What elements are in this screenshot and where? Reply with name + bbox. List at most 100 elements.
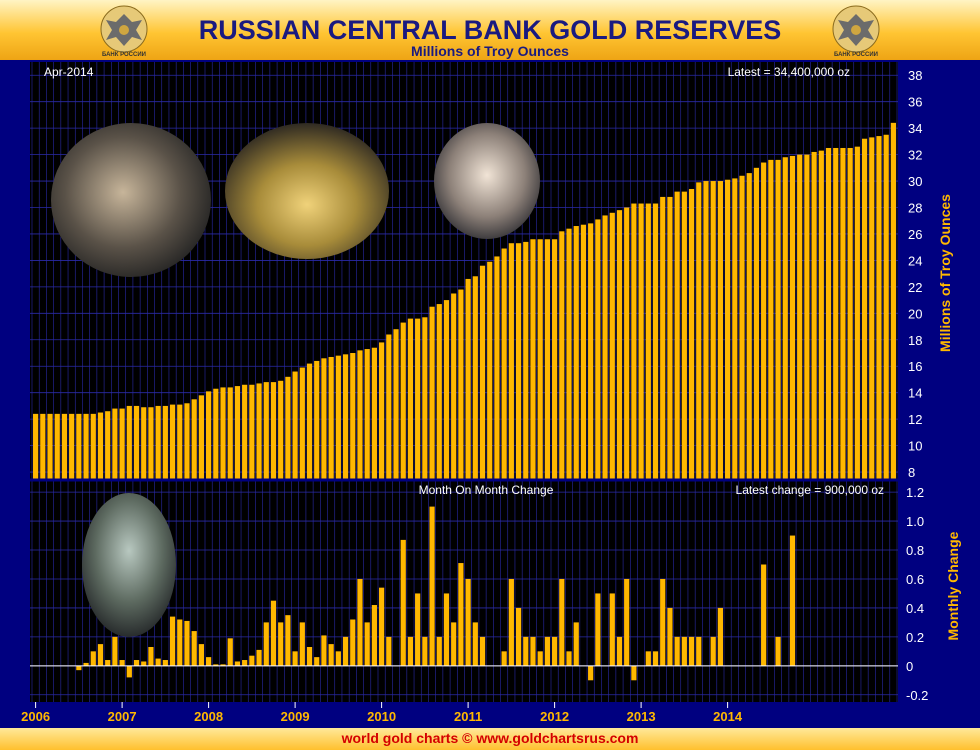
change-bar — [458, 563, 464, 666]
reserves-y-tick-label: 34 — [908, 121, 922, 136]
change-bar — [544, 636, 550, 666]
reserves-bar — [660, 196, 666, 480]
reserves-bar — [458, 289, 464, 480]
chart-title: RUSSIAN CENTRAL BANK GOLD RESERVES — [199, 15, 782, 45]
reserves-y-tick-label: 8 — [908, 465, 915, 480]
reserves-y-tick-label: 38 — [908, 68, 922, 83]
change-bar — [357, 578, 363, 666]
change-bar — [472, 622, 478, 666]
change-bar — [299, 622, 305, 666]
reserves-bar — [580, 224, 587, 480]
change-bar — [508, 578, 514, 666]
change-bar — [674, 636, 680, 666]
change-bar — [278, 622, 284, 666]
reserves-bar — [861, 138, 868, 481]
change-bar — [328, 644, 334, 666]
reserves-bar — [443, 300, 450, 480]
reserves-bar — [559, 231, 565, 480]
change-bar — [292, 651, 298, 666]
change-bar — [415, 593, 421, 666]
reserves-bar — [696, 182, 702, 480]
reserves-bar — [465, 278, 471, 480]
reserves-bar — [732, 178, 738, 480]
reserves-bar — [299, 367, 305, 480]
change-y-tick-label: 0.2 — [906, 630, 924, 645]
reserves-bar — [40, 413, 46, 480]
reserves-y-tick-label: 12 — [908, 412, 922, 427]
reserves-bar — [667, 196, 673, 480]
reserves-bar — [825, 147, 832, 480]
change-bar — [660, 578, 666, 666]
reserves-y-tick-label: 20 — [908, 306, 922, 321]
reserves-bar — [624, 207, 630, 480]
reserves-bar — [54, 413, 60, 480]
reserves-bar — [573, 226, 579, 480]
change-bar — [717, 607, 723, 666]
change-bar — [595, 593, 601, 666]
change-y-tick-label: 0.8 — [906, 543, 924, 558]
change-bar — [465, 578, 471, 666]
reserves-bar — [119, 408, 125, 480]
change-y-axis: -0.2 0 0.2 0.4 0.6 0.8 1.0 1.2 — [906, 485, 928, 703]
reserves-bar — [61, 413, 68, 480]
x-tick-label: 2009 — [281, 709, 310, 724]
change-bar — [429, 506, 435, 666]
reserves-bar — [515, 243, 522, 480]
reserves-bar — [206, 391, 212, 480]
change-bar — [105, 660, 111, 666]
reserves-bar — [400, 322, 406, 480]
reserves-bar — [703, 181, 709, 480]
reserves-bar — [184, 403, 190, 480]
reserves-bar — [638, 203, 644, 481]
reserves-bar — [155, 405, 161, 480]
change-bar — [645, 651, 651, 666]
x-tick-label: 2008 — [194, 709, 223, 724]
change-bar — [256, 649, 262, 666]
reserves-bar — [451, 293, 457, 480]
reserves-y-tick-label: 32 — [908, 148, 922, 163]
change-bar — [234, 661, 241, 666]
reserves-bar — [890, 122, 896, 481]
change-bar — [364, 622, 370, 666]
reserves-bar — [797, 154, 803, 480]
reserves-bar — [306, 363, 313, 480]
change-bar — [667, 607, 673, 666]
change-bar — [652, 651, 659, 666]
change-bar — [285, 615, 291, 666]
photo-gold-bar-closeup — [225, 123, 389, 259]
reserves-bar — [588, 223, 594, 480]
reserves-bar — [652, 203, 659, 481]
reserves-bar — [249, 384, 255, 480]
reserves-bar — [768, 159, 774, 480]
change-bar — [588, 665, 594, 681]
change-bar — [443, 593, 450, 666]
reserves-bar — [422, 317, 428, 480]
reserves-y-axis: 8 10 12 14 16 18 20 22 24 26 28 30 32 34 36 38 — [908, 68, 922, 480]
change-bar — [530, 636, 536, 666]
reserves-bar — [256, 383, 262, 480]
reserves-bar — [479, 265, 486, 480]
reserves-bar — [263, 382, 269, 480]
change-bar — [306, 647, 313, 666]
x-tick-label: 2010 — [367, 709, 396, 724]
reserves-bar — [876, 136, 882, 481]
reserves-bar — [177, 404, 183, 480]
change-bars — [76, 506, 796, 681]
reserves-bar — [83, 413, 89, 480]
reserves-bar — [350, 353, 356, 480]
x-axis: 2006 2007 2008 2009 2010 2011 2012 2013 2014 — [21, 702, 743, 724]
reserves-y-tick-label: 22 — [908, 280, 922, 295]
change-bar — [335, 651, 341, 666]
reserves-bar — [415, 318, 421, 480]
reserves-bar — [854, 146, 860, 480]
change-bar — [314, 657, 320, 666]
reserves-bar — [869, 137, 875, 480]
reserves-bar — [379, 342, 385, 480]
change-y-tick-label: -0.2 — [906, 688, 928, 703]
reserves-bar — [552, 239, 558, 480]
change-bar — [710, 636, 716, 666]
reserves-bar — [270, 382, 277, 480]
reserves-bar — [674, 191, 680, 480]
reserves-bar — [753, 167, 760, 480]
change-bar — [213, 664, 219, 666]
